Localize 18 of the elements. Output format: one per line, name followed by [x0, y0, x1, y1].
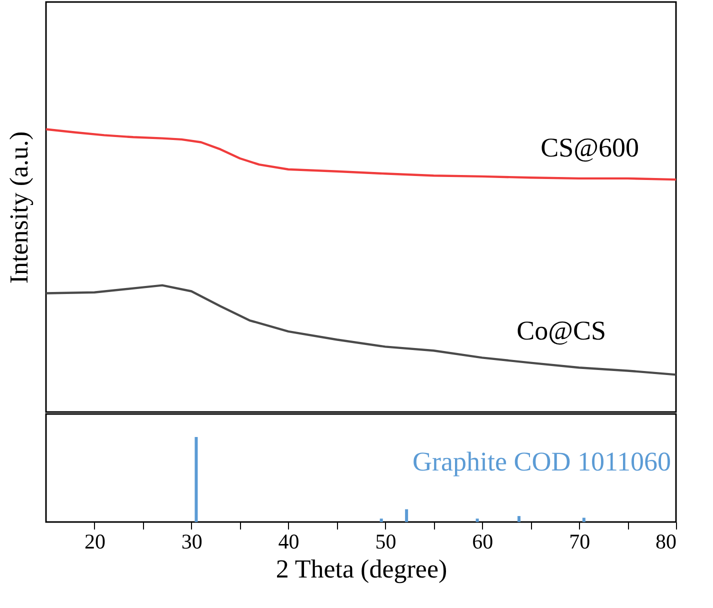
series-label: Graphite COD 1011060 [412, 446, 671, 477]
bar [194, 436, 198, 522]
x-tick-label: 30 [181, 530, 202, 554]
bar [476, 518, 479, 522]
bar [380, 518, 383, 522]
bar [405, 509, 408, 522]
bar [582, 518, 586, 522]
x-axis-title: 2 Theta (degree) [276, 554, 448, 584]
x-tick-label: 20 [84, 530, 106, 554]
bar [517, 516, 520, 522]
x-tick-label: 70 [569, 530, 590, 554]
x-tick-label: 80 [656, 530, 676, 554]
y-axis-title: Intensity (a.u.) [4, 131, 34, 284]
x-tick-label: 50 [375, 530, 396, 554]
x-tick-label: 60 [472, 530, 494, 554]
series-label: CS@600 [540, 132, 639, 163]
x-tick-label: 40 [278, 530, 300, 554]
series-label: Co@CS [516, 316, 606, 346]
